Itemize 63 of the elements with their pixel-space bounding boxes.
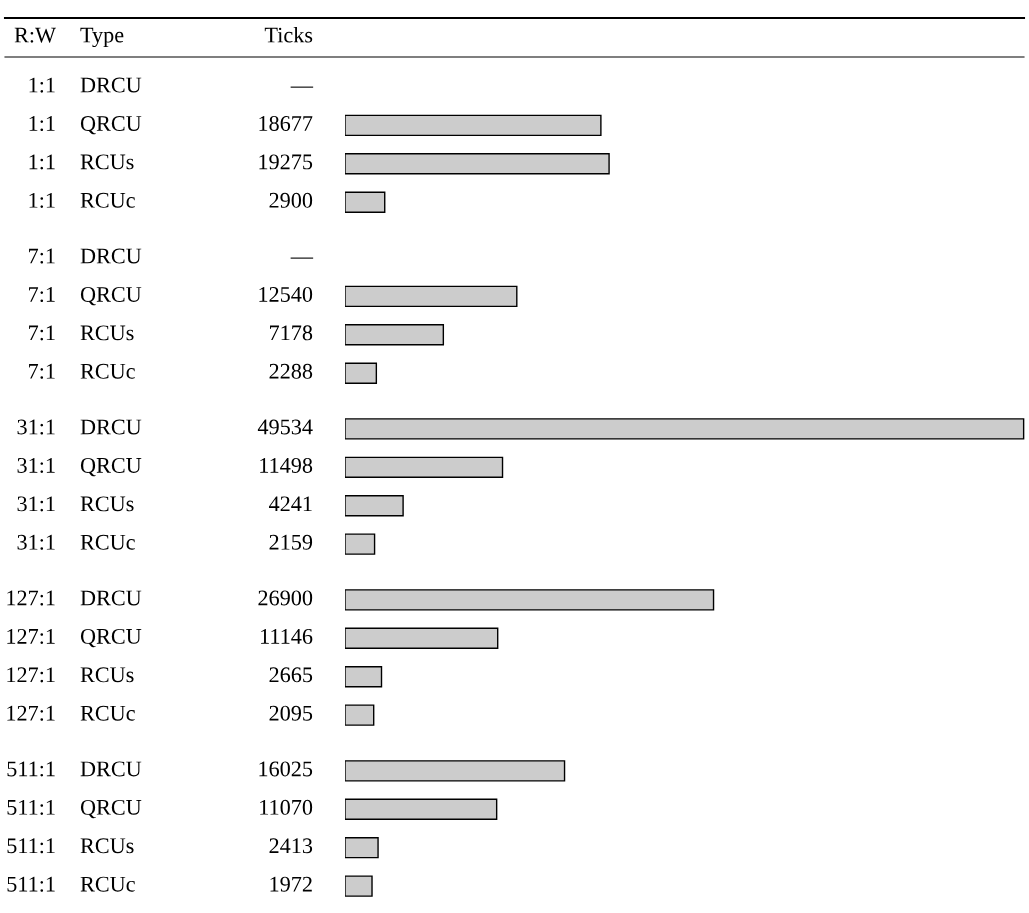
text: — bbox=[290, 86, 314, 88]
category-label: 511:1 bbox=[7, 876, 55, 892]
data-label: 12540 bbox=[259, 286, 313, 302]
category-label: 7:1 bbox=[29, 325, 55, 341]
category-label: 127:1 bbox=[7, 590, 55, 606]
y-tick-label: DRCU bbox=[80, 77, 142, 93]
y-tick-label: QRCU bbox=[80, 457, 142, 477]
y-tick-label: QRCU bbox=[80, 628, 142, 648]
data-label: 11146 bbox=[261, 628, 313, 644]
text: R:W bbox=[14, 27, 56, 43]
y-tick-label: RCUc bbox=[80, 534, 135, 550]
y-tick-label: RCUs bbox=[80, 496, 134, 512]
category-label: 31:1 bbox=[17, 419, 55, 435]
category-label: 31:1 bbox=[17, 496, 55, 512]
y-tick-label: RCUs bbox=[80, 838, 134, 854]
y-tick-label: RCUc bbox=[80, 705, 135, 721]
y-tick-label: QRCU bbox=[80, 286, 142, 306]
text: Ticks bbox=[264, 26, 313, 43]
data-label: 11070 bbox=[260, 799, 313, 815]
data-label: 4241 bbox=[268, 496, 312, 512]
text: — bbox=[290, 257, 314, 259]
data-label: 26900 bbox=[258, 590, 313, 606]
category-label: 7:1 bbox=[29, 363, 55, 379]
category-label: 127:1 bbox=[7, 667, 55, 683]
y-tick-label: RCUs bbox=[80, 325, 134, 341]
y-tick-label: DRCU bbox=[80, 590, 142, 606]
data-label: 2413 bbox=[269, 838, 313, 854]
data-label: 2095 bbox=[269, 705, 313, 721]
category-label: 511:1 bbox=[7, 761, 55, 777]
data-label: 2288 bbox=[269, 363, 313, 379]
data-label: 2900 bbox=[269, 192, 313, 208]
y-tick-label: DRCU bbox=[80, 419, 142, 435]
data-label: 2159 bbox=[269, 534, 313, 550]
y-tick-label: QRCU bbox=[80, 116, 142, 135]
y-tick-label: RCUs bbox=[80, 667, 134, 683]
y-tick-label: DRCU bbox=[80, 248, 142, 264]
y-tick-label: RCUc bbox=[80, 363, 135, 379]
category-label: 7:1 bbox=[29, 287, 55, 303]
category-label: 511:1 bbox=[7, 799, 55, 815]
text: Type bbox=[80, 27, 124, 48]
data-label: 16025 bbox=[259, 761, 313, 777]
y-tick-label: RCUc bbox=[80, 192, 135, 208]
category-label: 511:1 bbox=[7, 838, 55, 854]
data-label: 11498 bbox=[260, 457, 313, 473]
category-label: 31:1 bbox=[17, 534, 55, 550]
y-tick-label: RCUs bbox=[80, 154, 134, 170]
data-label: 7178 bbox=[270, 325, 313, 341]
category-label: 1:1 bbox=[29, 154, 55, 170]
y-tick-label: QRCU bbox=[80, 799, 142, 819]
category-label: 1:1 bbox=[29, 77, 55, 93]
category-label: 127:1 bbox=[7, 705, 55, 721]
category-label: 1:1 bbox=[29, 192, 55, 208]
data-label: 49534 bbox=[257, 419, 313, 435]
category-label: 1:1 bbox=[29, 116, 55, 132]
y-tick-label: RCUc bbox=[80, 876, 135, 892]
data-label: 19275 bbox=[259, 154, 313, 170]
data-label: 2665 bbox=[269, 667, 313, 683]
category-label: 31:1 bbox=[17, 457, 55, 473]
y-tick-label: DRCU bbox=[80, 761, 142, 777]
category-label: 127:1 bbox=[7, 628, 55, 644]
data-label: 1972 bbox=[270, 876, 312, 892]
data-label: 18677 bbox=[259, 115, 313, 131]
category-label: 7:1 bbox=[29, 248, 55, 264]
